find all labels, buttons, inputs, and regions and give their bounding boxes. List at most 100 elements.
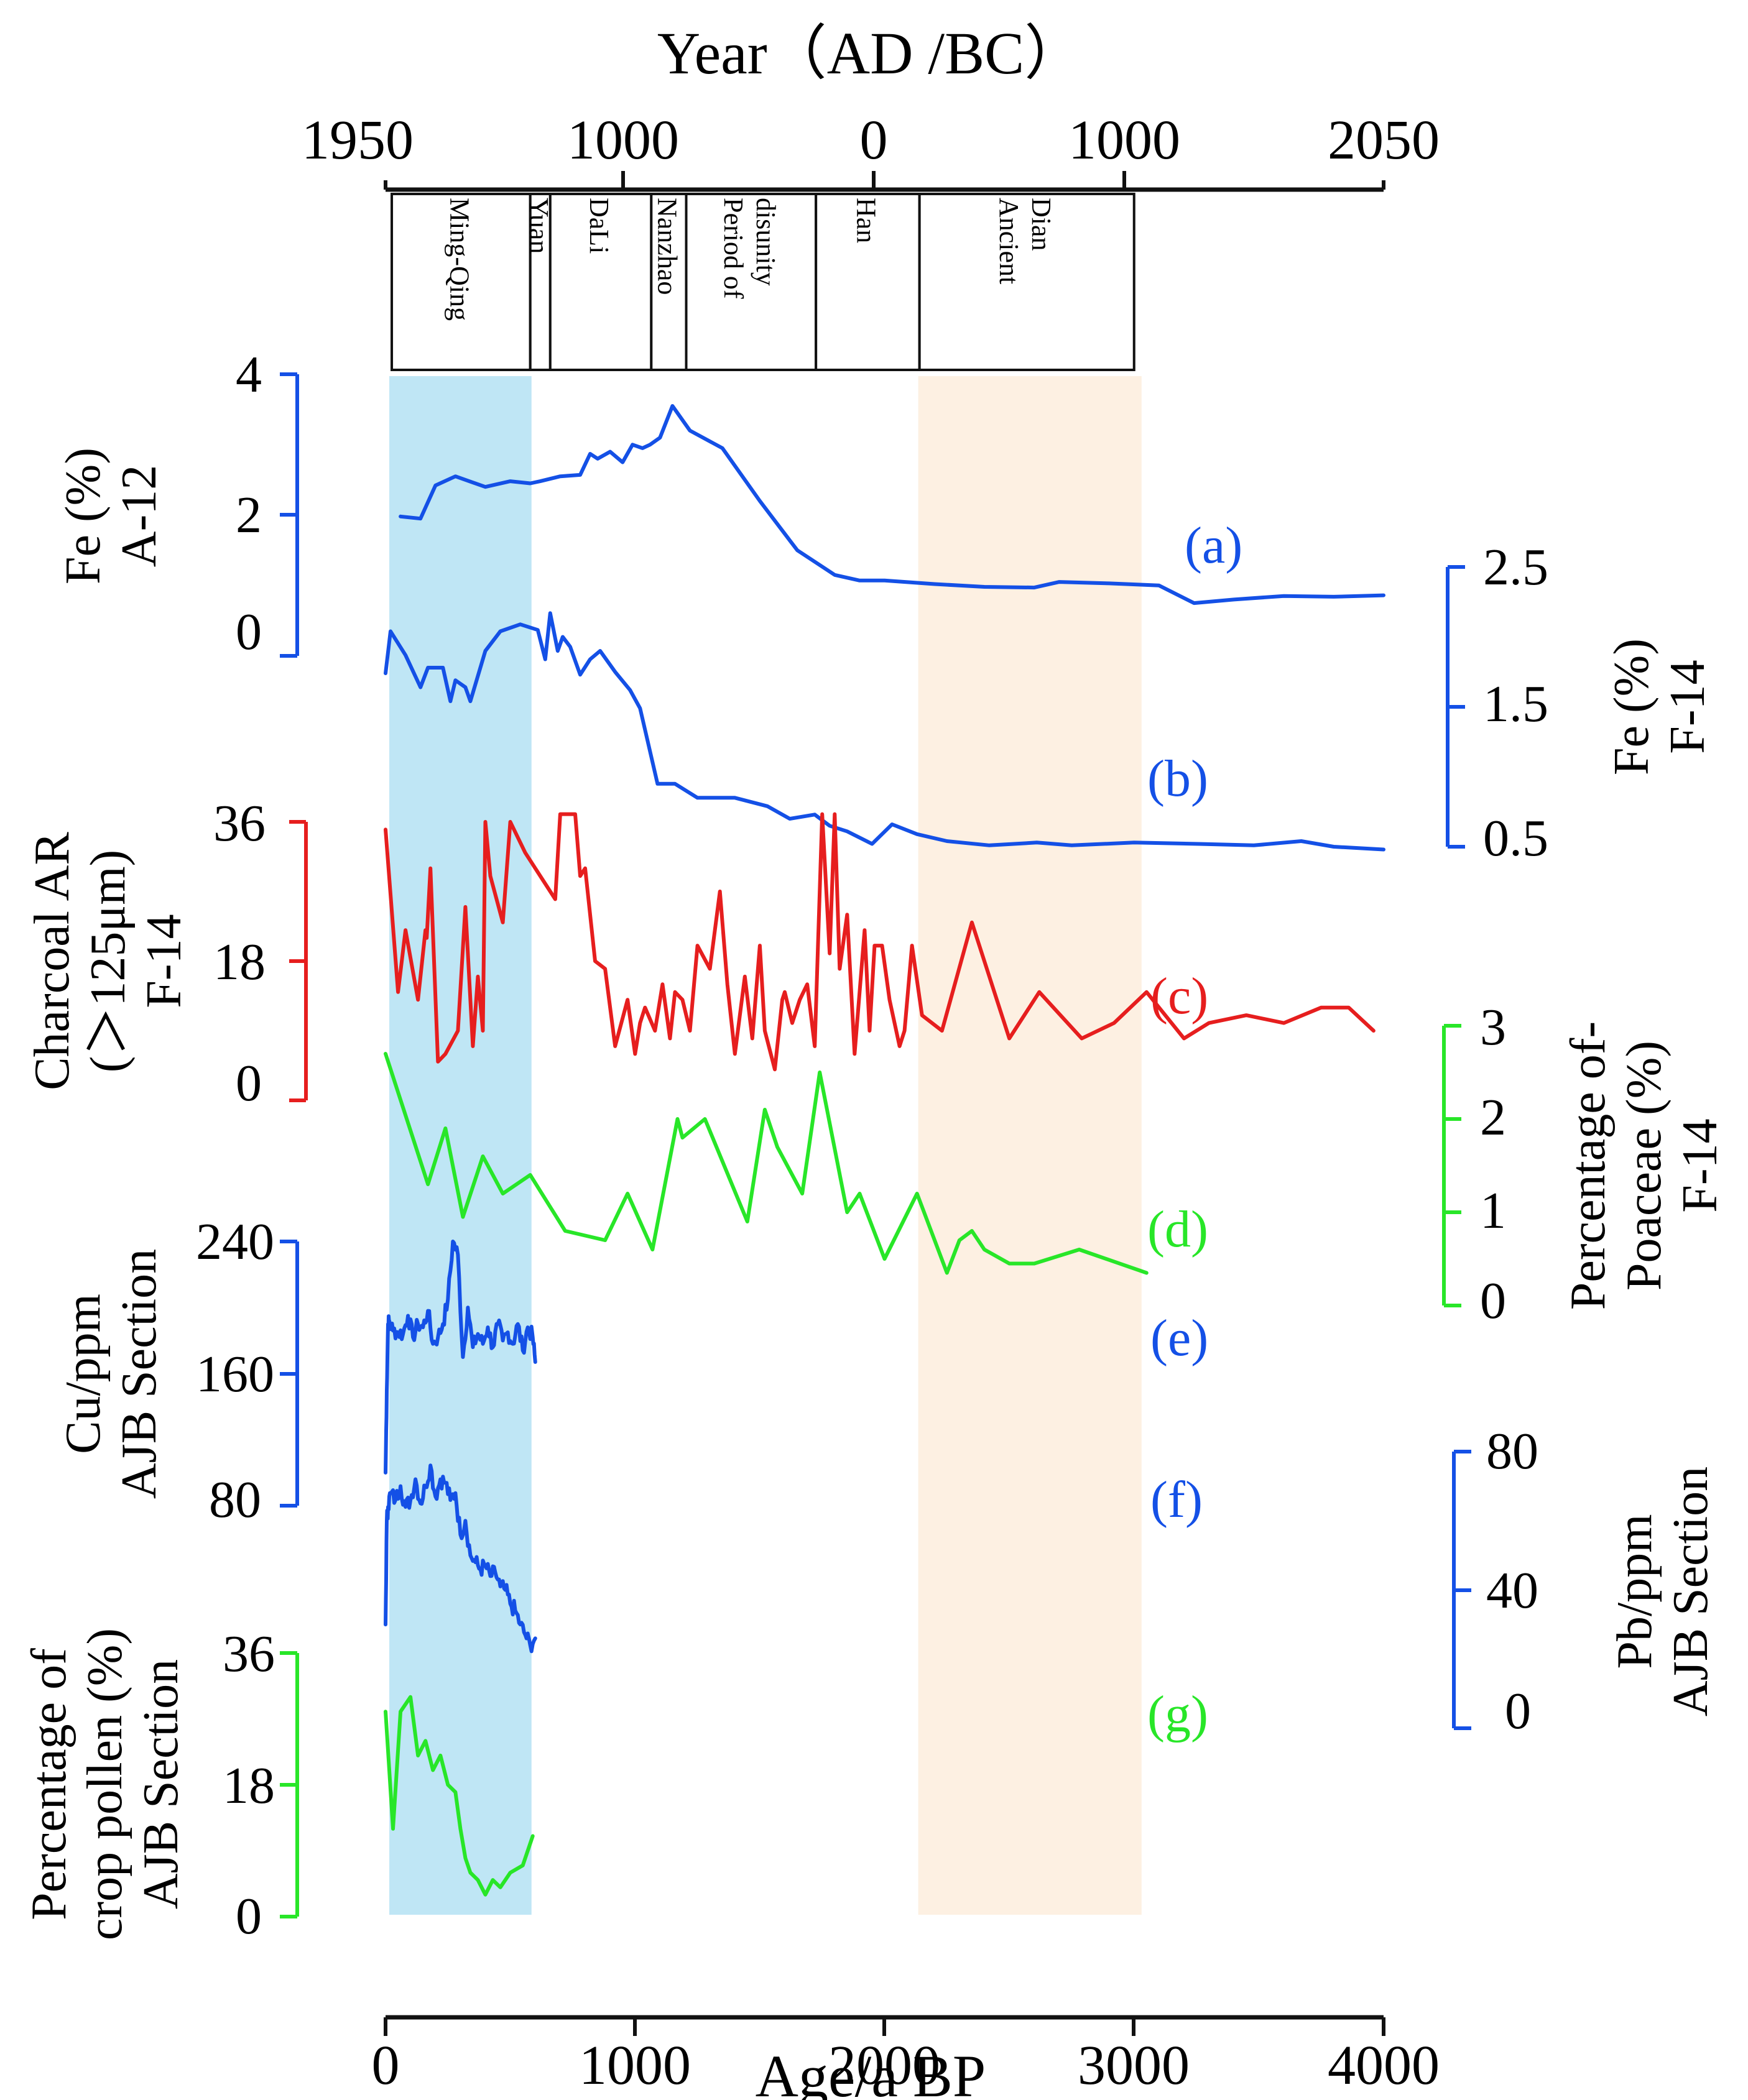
axis-d-tick-1: 1 bbox=[1480, 1182, 1506, 1240]
series-line-a bbox=[399, 404, 1385, 606]
axis-d-label: Percentage of- Poaceae (%) F-14 bbox=[1561, 1021, 1727, 1310]
svg-text:Percentage of-: Percentage of- bbox=[1561, 1021, 1616, 1310]
year-tick-label-1950: 1950 bbox=[302, 109, 414, 171]
svg-text:AJB Section: AJB Section bbox=[1663, 1467, 1718, 1716]
period-box-3: Nanzhao bbox=[650, 193, 688, 371]
age-tick-label-3000: 3000 bbox=[1078, 2035, 1190, 2096]
panel-label-c: (c) bbox=[1150, 967, 1208, 1025]
svg-text:Cu/ppm: Cu/ppm bbox=[56, 1294, 111, 1454]
age-tick-label-2000: 2000 bbox=[828, 2035, 940, 2096]
axis-b-tick-1.5: 1.5 bbox=[1483, 675, 1548, 733]
axis-g-label: Percentage of crop pollen (%) AJB Sectio… bbox=[22, 1628, 188, 1940]
axis-a bbox=[280, 372, 299, 658]
svg-text:F-14: F-14 bbox=[1660, 660, 1715, 753]
year-axis: Year（AD /BC） 1950 1000 0 1000 2050 bbox=[302, 20, 1440, 192]
period-label-3-0: Nanzhao bbox=[652, 198, 682, 295]
axis-e bbox=[280, 1240, 299, 1508]
axis-a-label: Fe (%) A-12 bbox=[56, 448, 167, 584]
axis-e-tick-80: 80 bbox=[209, 1471, 261, 1529]
series-line-c bbox=[384, 812, 1376, 1072]
axis-c-label: Charcoal AR (＞125μm) F-14 bbox=[25, 832, 192, 1090]
period-label-4-0: Period of bbox=[718, 198, 749, 299]
shading-band-0 bbox=[389, 376, 532, 1915]
shading-band-1 bbox=[918, 376, 1142, 1915]
svg-text:Fe (%): Fe (%) bbox=[56, 448, 111, 584]
data-series bbox=[384, 404, 1385, 1897]
period-label-6-1: Dian bbox=[1026, 198, 1057, 251]
panel-label-e: (e) bbox=[1150, 1309, 1208, 1367]
period-label-2-0: DaLi bbox=[584, 198, 614, 254]
period-box-4: Period of disunity bbox=[685, 193, 818, 371]
period-label-6-0: Ancient bbox=[994, 198, 1024, 284]
svg-text:(＞125μm): (＞125μm) bbox=[81, 850, 136, 1072]
svg-text:F-14: F-14 bbox=[1673, 1118, 1727, 1212]
axis-g bbox=[280, 1651, 299, 1918]
axis-f-tick-40: 40 bbox=[1486, 1562, 1538, 1619]
svg-text:Charcoal AR: Charcoal AR bbox=[25, 832, 80, 1090]
axis-c-tick-36: 36 bbox=[213, 794, 266, 852]
series-line-f bbox=[384, 1463, 537, 1654]
axis-c-tick-18: 18 bbox=[213, 933, 266, 991]
axis-b-tick-0.5: 0.5 bbox=[1483, 809, 1548, 867]
axis-f-tick-80: 80 bbox=[1486, 1422, 1538, 1480]
axis-e-tick-240: 240 bbox=[196, 1213, 274, 1271]
period-box-6: Ancient Dian bbox=[918, 193, 1135, 371]
period-boxes: Ming-Qing Yuan DaLi Nanzhao Period of disunit… bbox=[391, 193, 1135, 371]
age-axis: 0 1000 2000 3000 4000 Age/a BP bbox=[372, 2015, 1440, 2100]
axis-c bbox=[289, 820, 308, 1102]
axis-d-tick-0: 0 bbox=[1480, 1272, 1506, 1330]
age-tick-label-4000: 4000 bbox=[1328, 2035, 1440, 2096]
period-label-4-1: disunity bbox=[751, 198, 781, 286]
axis-a-tick-0: 0 bbox=[236, 603, 262, 661]
axis-a-tick-4: 4 bbox=[236, 346, 262, 403]
axis-g-tick-0: 0 bbox=[236, 1887, 262, 1945]
axis-b-tick-2.5: 2.5 bbox=[1483, 538, 1548, 596]
svg-text:Pb/ppm: Pb/ppm bbox=[1607, 1514, 1662, 1669]
period-box-2: DaLi bbox=[548, 193, 653, 371]
age-axis-title: Age/a BP bbox=[756, 2043, 986, 2100]
series-line-b bbox=[384, 611, 1385, 852]
series-line-g bbox=[384, 1695, 535, 1897]
period-box-0: Ming-Qing bbox=[391, 193, 532, 371]
axis-g-tick-18: 18 bbox=[223, 1757, 275, 1815]
svg-text:Poaceae (%): Poaceae (%) bbox=[1617, 1041, 1672, 1291]
period-label-5-0: Han bbox=[851, 198, 881, 243]
age-tick-label-0: 0 bbox=[372, 2035, 400, 2096]
axis-b-label: Fe (%) F-14 bbox=[1604, 638, 1715, 775]
year-tick-label-2050: 2050 bbox=[1328, 109, 1440, 171]
period-box-5: Han bbox=[815, 193, 921, 371]
year-tick-label-0: 0 bbox=[860, 109, 888, 171]
period-label-1-0: Yuan bbox=[524, 198, 554, 254]
axis-f-label: Pb/ppm AJB Section bbox=[1607, 1467, 1718, 1716]
axis-a-tick-2: 2 bbox=[236, 486, 262, 544]
year-axis-title: Year（AD /BC） bbox=[657, 20, 1084, 86]
svg-text:Percentage of: Percentage of bbox=[22, 1648, 76, 1920]
panel-label-b: (b) bbox=[1147, 750, 1208, 808]
svg-text:F-14: F-14 bbox=[137, 914, 192, 1008]
axis-b bbox=[1446, 565, 1465, 849]
axis-d-tick-3: 3 bbox=[1480, 998, 1506, 1056]
svg-text:A-12: A-12 bbox=[112, 465, 167, 567]
axis-f-tick-0: 0 bbox=[1505, 1682, 1531, 1740]
year-tick-label-1000bc: 1000 bbox=[1068, 109, 1180, 171]
age-tick-label-1000: 1000 bbox=[579, 2035, 691, 2096]
period-label-0-0: Ming-Qing bbox=[444, 198, 474, 321]
series-line-d bbox=[384, 1052, 1149, 1275]
panel-label-f: (f) bbox=[1150, 1471, 1203, 1529]
axis-e-tick-160: 160 bbox=[196, 1345, 274, 1403]
axis-c-tick-0: 0 bbox=[236, 1054, 262, 1112]
svg-text:crop pollen (%): crop pollen (%) bbox=[78, 1628, 132, 1940]
svg-text:AJB Section: AJB Section bbox=[112, 1249, 167, 1499]
axis-d-tick-2: 2 bbox=[1480, 1089, 1506, 1146]
series-line-e bbox=[384, 1240, 537, 1475]
axis-e-label: Cu/ppm AJB Section bbox=[56, 1249, 167, 1499]
shading-bands bbox=[389, 376, 1142, 1915]
axis-f bbox=[1452, 1450, 1471, 1730]
year-tick-label-1000ad: 1000 bbox=[567, 109, 679, 171]
svg-text:Fe (%): Fe (%) bbox=[1604, 638, 1659, 775]
panel-label-a: (a) bbox=[1185, 517, 1242, 574]
svg-text:AJB Section: AJB Section bbox=[134, 1659, 188, 1909]
axis-d bbox=[1442, 1024, 1461, 1307]
panel-label-d: (d) bbox=[1147, 1200, 1208, 1258]
